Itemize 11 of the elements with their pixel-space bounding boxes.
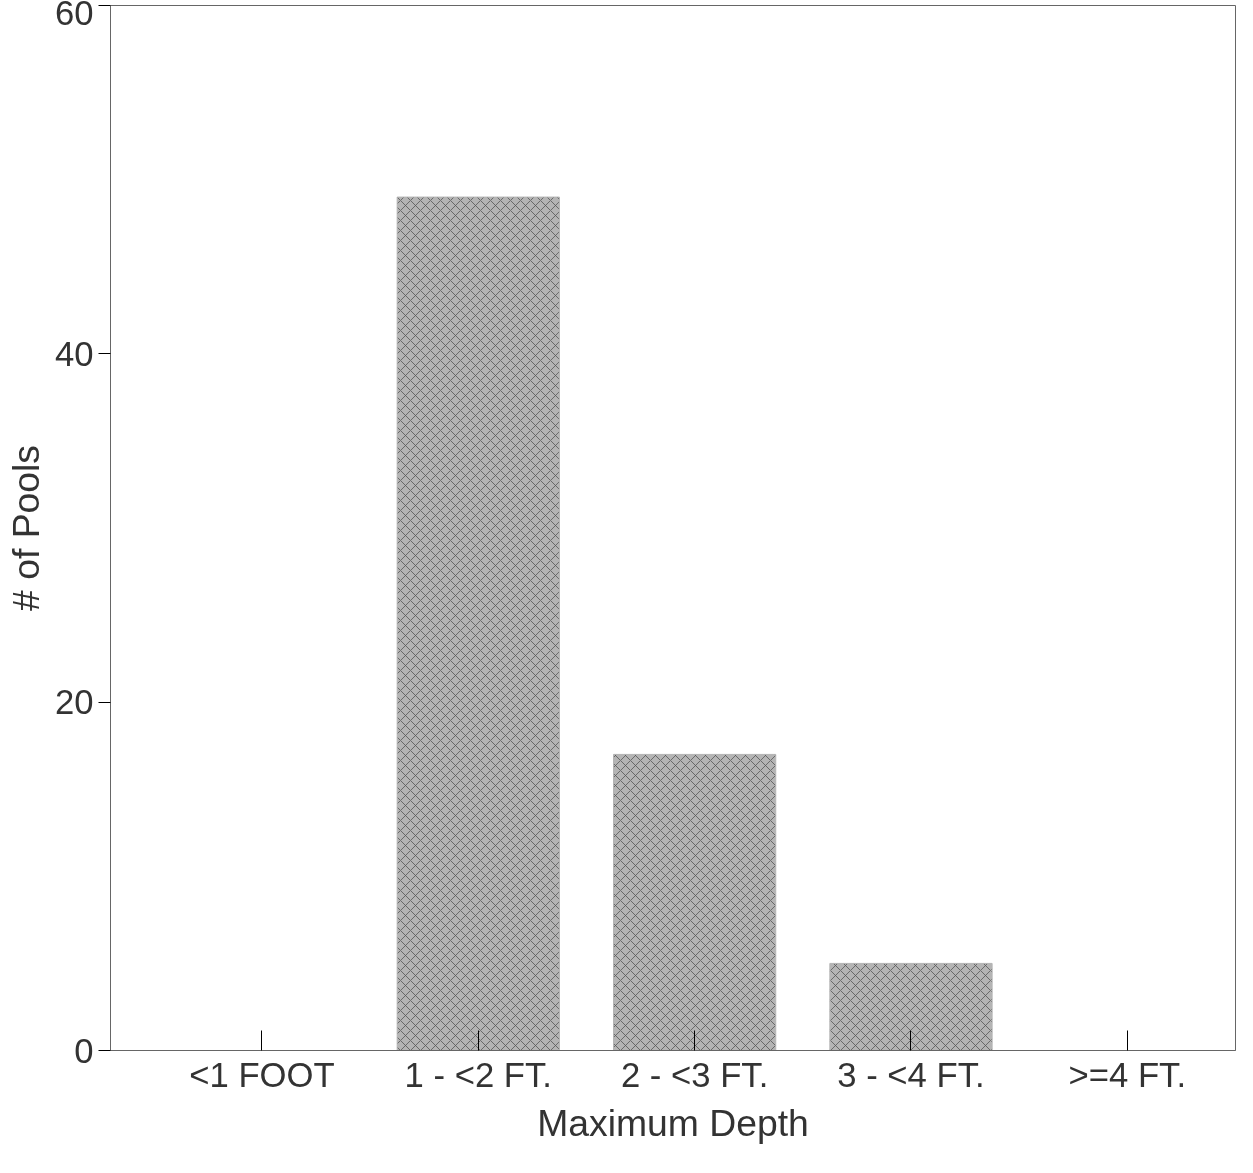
x-tick-label: 3 - <4 FT. [837,1055,985,1094]
x-tick-label: <1 FOOT [189,1055,335,1094]
x-tick-label: 1 - <2 FT. [404,1055,552,1094]
x-axis-title: Maximum Depth [537,1101,809,1144]
x-tick-label: 2 - <3 FT. [620,1055,769,1094]
x-tick-label: >=4 FT. [1068,1055,1187,1094]
y-tick-label: 60 [54,0,94,32]
y-axis-title: # of Pools [4,444,47,611]
y-tick-label: 40 [54,334,94,373]
y-tick-label: 0 [74,1031,94,1070]
y-tick-label: 20 [54,683,94,722]
